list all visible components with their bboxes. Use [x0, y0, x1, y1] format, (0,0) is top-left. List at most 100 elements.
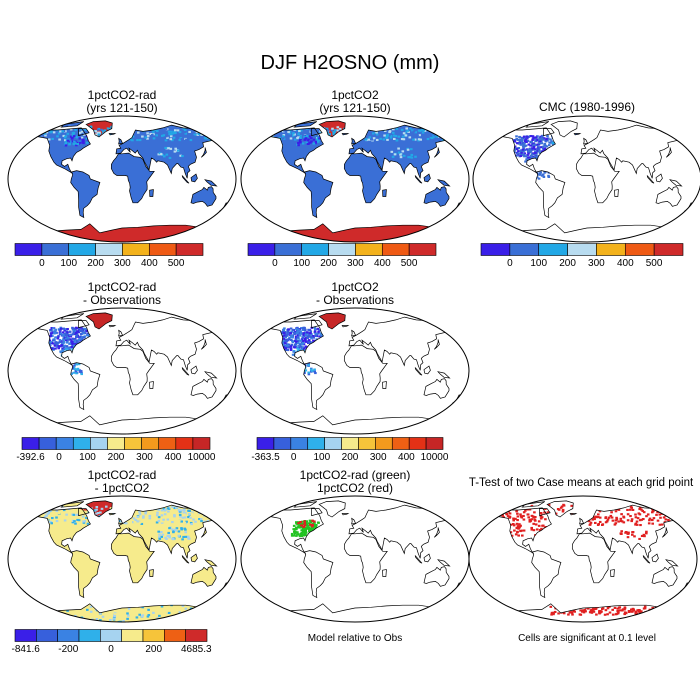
grid-cell: [73, 339, 77, 342]
grid-cell: [536, 176, 539, 179]
grid-cell: [222, 522, 226, 525]
grid-cell: [45, 341, 48, 344]
grid-cell: [309, 521, 312, 524]
grid-cell: [213, 136, 217, 139]
grid-cell: [310, 333, 313, 336]
grid-cell: [494, 523, 498, 526]
grid-cell: [619, 532, 623, 535]
grid-cell: [112, 521, 116, 524]
grid-cell: [171, 139, 174, 142]
grid-cell: [292, 134, 295, 137]
land-africa: [572, 533, 616, 583]
grid-cell: [660, 507, 664, 510]
grid-cell: [316, 528, 320, 531]
grid-cell: [119, 520, 123, 523]
grid-cell: [408, 136, 412, 139]
grid-cell: [57, 522, 61, 525]
grid-cell: [184, 132, 187, 135]
grid-cell: [519, 143, 523, 146]
coastline: [579, 517, 585, 525]
grid-cell: [528, 518, 532, 521]
grid-cell: [552, 152, 555, 155]
grid-cell: [156, 514, 159, 517]
grid-cell: [157, 516, 161, 519]
grid-cell: [167, 531, 170, 534]
colorbar-box: [480, 243, 511, 256]
grid-cell: [513, 148, 516, 151]
grid-cell: [88, 337, 91, 340]
grid-cell: [286, 331, 290, 334]
grid-cell: [534, 523, 538, 526]
land-greenland: [86, 312, 113, 329]
grid-cell: [648, 519, 651, 522]
grid-cell: [75, 136, 79, 139]
grid-cell: [194, 520, 197, 523]
grid-cell: [212, 128, 215, 131]
grid-cell: [582, 611, 586, 614]
grid-cell: [394, 135, 398, 138]
grid-cell: [162, 518, 165, 521]
grid-cell: [75, 346, 78, 349]
grid-cell: [39, 617, 42, 620]
grid-cell: [289, 347, 293, 350]
grid-cell: [312, 346, 316, 349]
grid-cell: [301, 343, 304, 346]
grid-cell: [117, 513, 121, 516]
grid-cell: [420, 128, 424, 131]
grid-cell: [201, 128, 205, 131]
grid-cell: [65, 348, 68, 351]
grid-cell: [141, 606, 145, 609]
grid-cell: [538, 142, 541, 145]
grid-cell: [529, 149, 533, 152]
grid-cell: [300, 524, 304, 527]
grid-cell: [152, 611, 155, 614]
grid-cell: [576, 517, 579, 520]
grid-cell: [314, 347, 318, 350]
land-eurasia: [349, 505, 453, 559]
colorbar-box: [328, 243, 356, 256]
coastline: [423, 566, 450, 587]
grid-cell: [441, 139, 445, 142]
grid-cell: [156, 130, 159, 133]
grid-cell: [275, 348, 279, 351]
world-map: [5, 306, 239, 436]
grid-cell: [85, 330, 88, 333]
grid-cell: [103, 521, 106, 524]
grid-cell: [640, 508, 643, 511]
grid-cell: [154, 128, 158, 131]
grid-cell: [538, 159, 541, 162]
grid-cell: [363, 131, 367, 134]
grid-cell: [75, 346, 79, 349]
panel-title-line1: 1pctCO2: [331, 88, 379, 102]
grid-cell: [505, 532, 509, 535]
land-southAmerica: [531, 550, 561, 598]
grid-cell: [326, 129, 330, 132]
grid-cell: [536, 135, 539, 138]
grid-cell: [101, 130, 105, 133]
grid-cell: [400, 138, 404, 141]
grid-cell: [284, 331, 287, 334]
grid-cell: [191, 135, 195, 138]
grid-cell: [279, 127, 283, 130]
colorbar-tick-label: 400: [398, 452, 415, 463]
grid-cell: [61, 333, 65, 336]
grid-cell: [294, 344, 297, 347]
grid-cell: [509, 155, 512, 158]
grid-cell: [280, 138, 284, 141]
grid-cell: [63, 352, 66, 355]
grid-cell: [549, 513, 553, 516]
grid-cell: [200, 133, 203, 136]
grid-cell: [144, 510, 148, 513]
grid-cell: [342, 130, 345, 133]
grid-cell: [563, 521, 567, 524]
grid-cell: [628, 508, 632, 511]
grid-cell: [356, 135, 359, 138]
grid-cell: [187, 509, 190, 512]
grid-cell: [308, 329, 312, 332]
grid-cell: [297, 141, 300, 144]
grid-cell: [531, 153, 534, 156]
grid-cell: [85, 516, 88, 519]
grid-cell: [672, 607, 675, 610]
grid-cell: [507, 515, 511, 518]
land-africa: [111, 153, 155, 203]
